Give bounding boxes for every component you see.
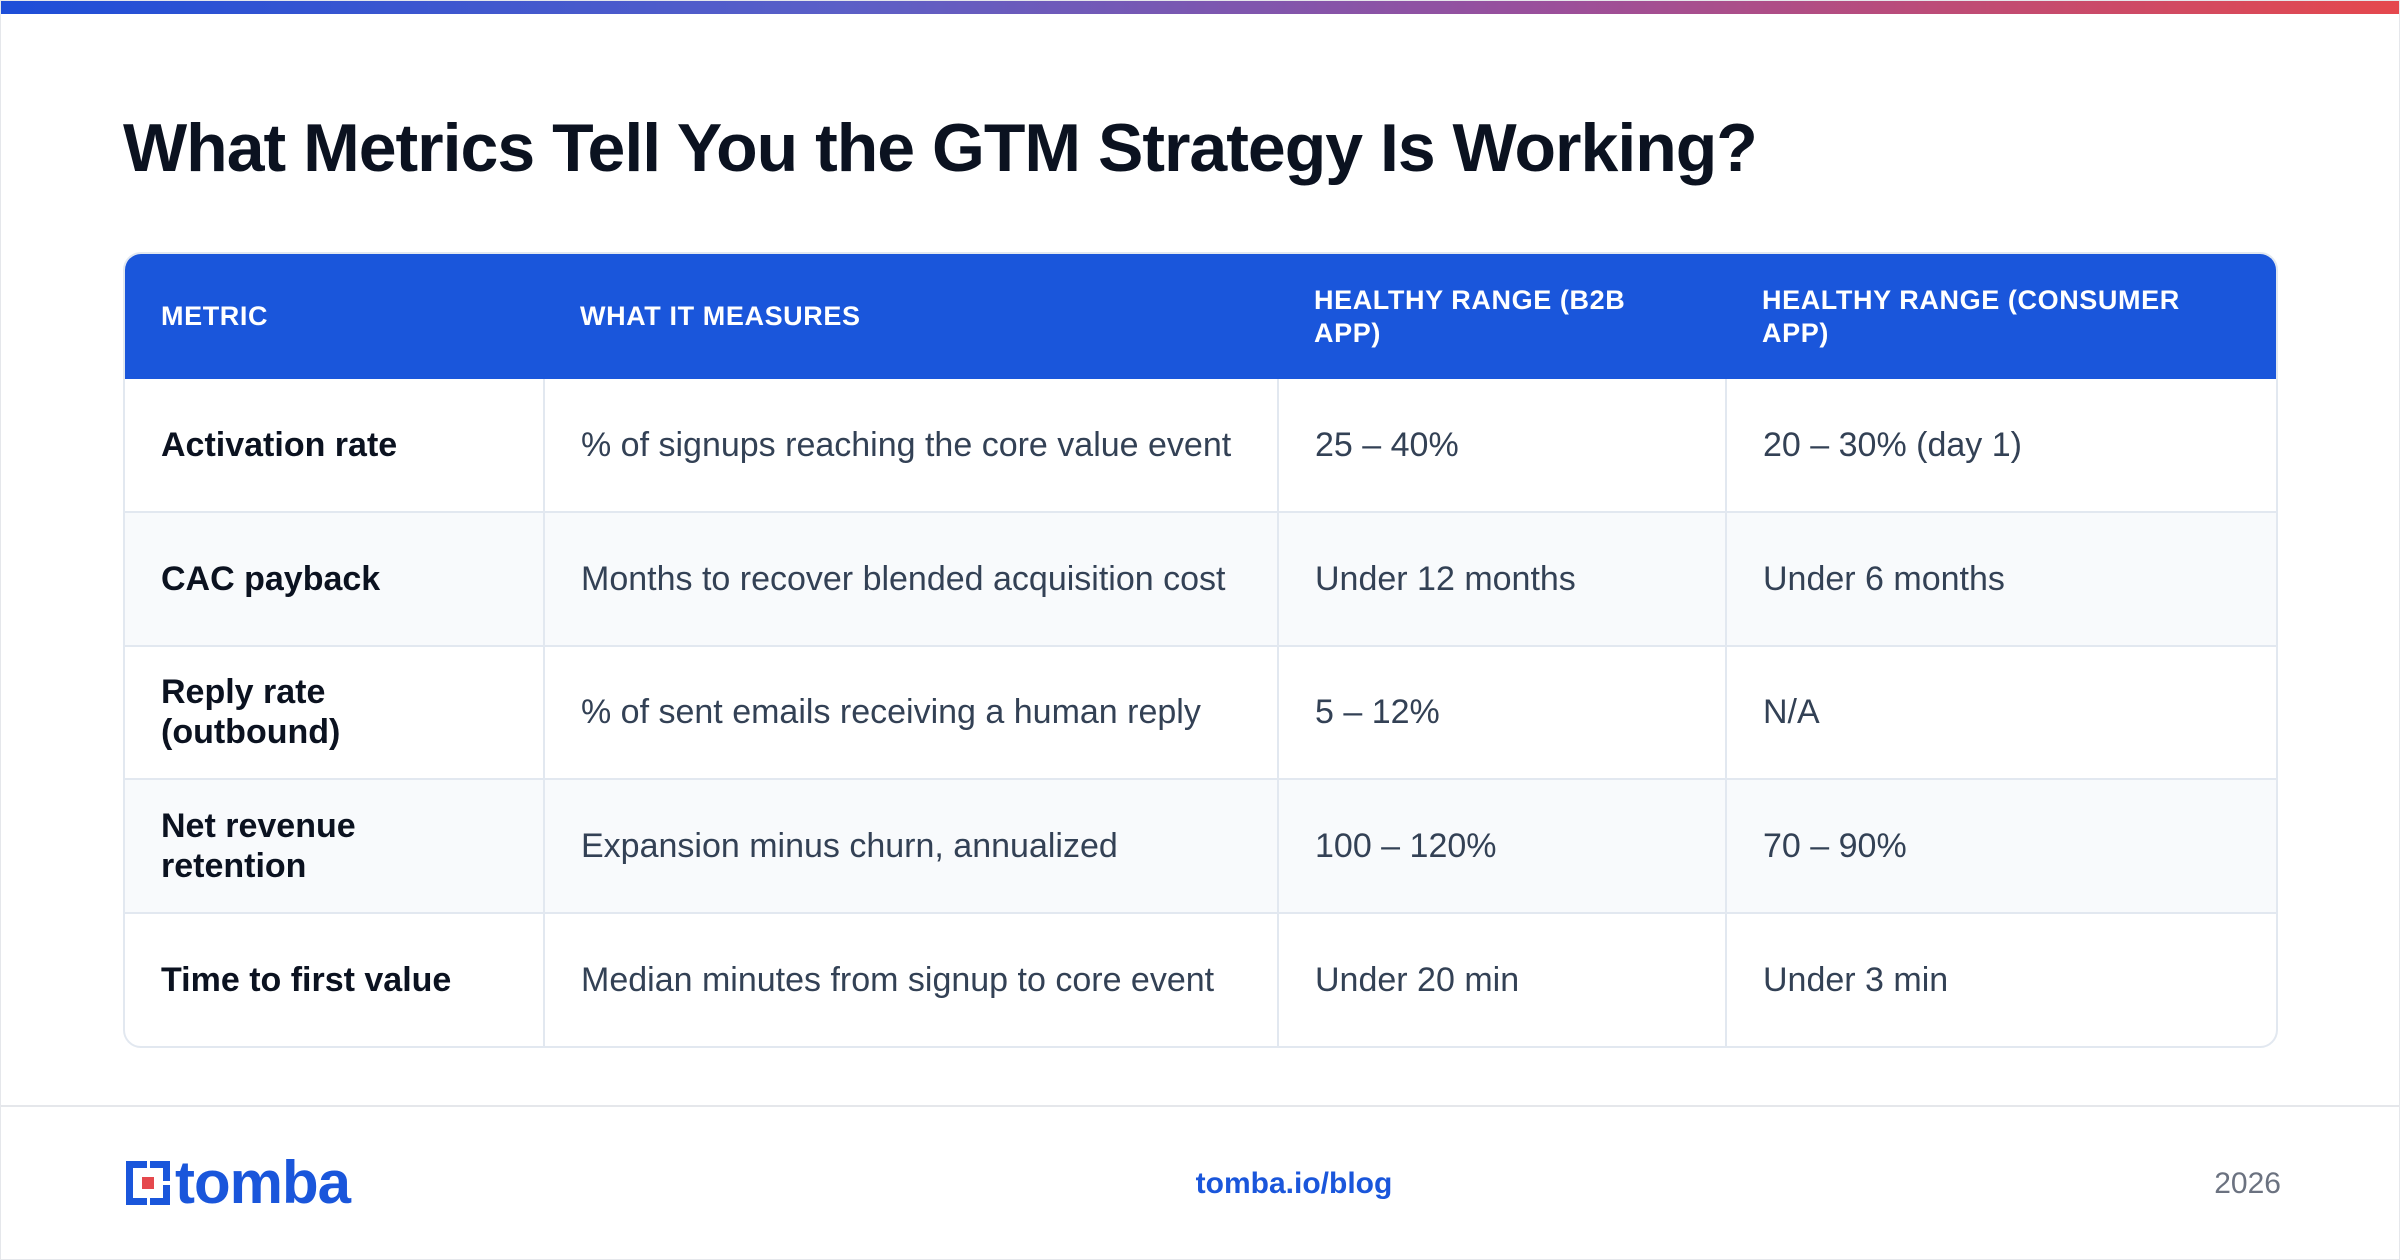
header-healthy-range-b2b: HEALTHY RANGE (B2B APP) [1314, 284, 1626, 348]
gradient-top-bar [1, 1, 2399, 14]
table-row: CAC payback Months to recover blended ac… [125, 511, 2276, 646]
table-header-row: METRIC WHAT IT MEASURES HEALTHY RANGE (B… [125, 254, 2276, 379]
cell-measures: Months to recover blended acquisition co… [543, 511, 1278, 646]
header-metric: METRIC [161, 301, 269, 332]
header-what-it-measures: WHAT IT MEASURES [580, 301, 861, 332]
footer-year: 2026 [2214, 1167, 2281, 1200]
tomba-logo[interactable]: tomba [123, 1149, 351, 1216]
table-row: Activation rate % of signups reaching th… [125, 379, 2276, 513]
header-healthy-range-consumer: HEALTHY RANGE (CONSUMER APP) [1762, 284, 2180, 348]
table-row: Net revenue retention Expansion minus ch… [125, 778, 2276, 913]
cell-b2b: Under 12 months [1277, 511, 1726, 646]
cell-metric: CAC payback [125, 511, 544, 646]
logo-text: tomba [175, 1149, 351, 1216]
cell-consumer: 70 – 90% [1725, 778, 2276, 913]
cell-consumer: Under 6 months [1725, 511, 2276, 646]
cell-measures: Expansion minus churn, annualized [543, 778, 1278, 913]
cell-metric: Net revenue retention [125, 778, 544, 913]
metrics-table: METRIC WHAT IT MEASURES HEALTHY RANGE (B… [123, 252, 2278, 1048]
cell-consumer: N/A [1725, 644, 2276, 780]
cell-metric: Activation rate [161, 426, 398, 465]
footer-divider [1, 1105, 2399, 1107]
cell-metric: Reply rate (outbound) [125, 644, 544, 780]
cell-metric: Time to first value [125, 911, 544, 1046]
cell-b2b: 5 – 12% [1277, 644, 1726, 780]
blog-link[interactable]: tomba.io/blog [1195, 1167, 1393, 1200]
page-title: What Metrics Tell You the GTM Strategy I… [123, 110, 1758, 186]
table-row: Time to first value Median minutes from … [125, 911, 2276, 1046]
cell-b2b: Under 20 min [1277, 911, 1726, 1046]
cell-measures: % of signups reaching the core value eve… [543, 379, 1278, 513]
table-row: Reply rate (outbound) % of sent emails r… [125, 644, 2276, 780]
cell-b2b: 100 – 120% [1277, 778, 1726, 913]
tomba-logo-icon [126, 1161, 170, 1205]
cell-consumer: 20 – 30% (day 1) [1725, 379, 2276, 513]
cell-b2b: 25 – 40% [1277, 379, 1726, 513]
cell-measures: % of sent emails receiving a human reply [543, 644, 1278, 780]
cell-measures: Median minutes from signup to core event [543, 911, 1278, 1046]
cell-consumer: Under 3 min [1725, 911, 2276, 1046]
metrics-table-grid: METRIC WHAT IT MEASURES HEALTHY RANGE (B… [125, 254, 2276, 1046]
